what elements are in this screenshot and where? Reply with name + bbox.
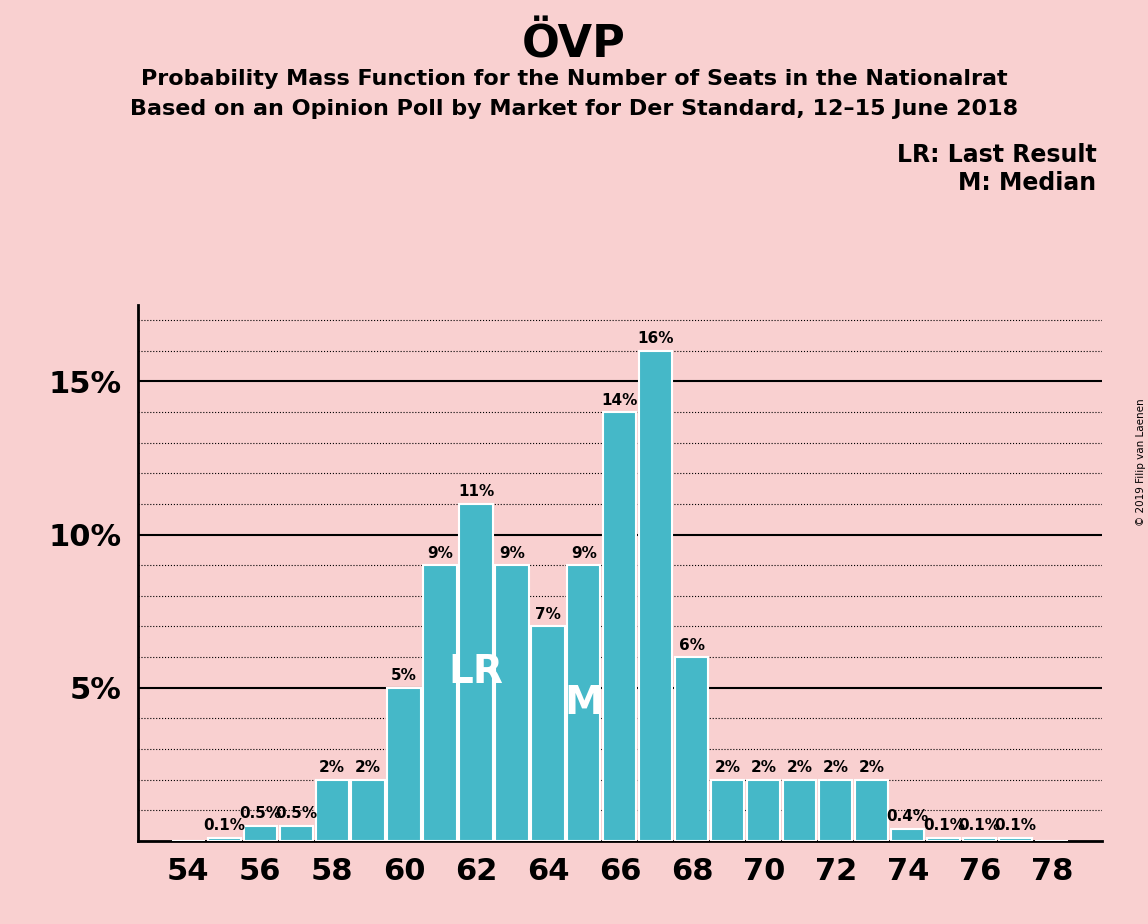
Bar [351, 780, 385, 841]
Text: 2%: 2% [319, 760, 346, 775]
Text: ÖVP: ÖVP [522, 23, 626, 67]
Text: 6%: 6% [678, 638, 705, 652]
Bar [243, 825, 277, 841]
Text: 0.1%: 0.1% [959, 818, 1001, 833]
Text: 0.5%: 0.5% [239, 806, 281, 821]
Bar [639, 351, 673, 841]
Bar [891, 829, 924, 841]
Bar [279, 825, 312, 841]
Text: 5%: 5% [391, 668, 417, 683]
Text: 11%: 11% [458, 484, 494, 499]
Text: 2%: 2% [859, 760, 885, 775]
Bar [496, 565, 528, 841]
Text: 0.1%: 0.1% [994, 818, 1037, 833]
Text: 0.4%: 0.4% [886, 809, 929, 824]
Text: 14%: 14% [602, 393, 638, 407]
Text: LR: Last Result: LR: Last Result [897, 143, 1096, 167]
Text: 2%: 2% [786, 760, 813, 775]
Text: 9%: 9% [499, 546, 525, 561]
Bar [855, 780, 889, 841]
Text: LR: LR [449, 653, 504, 691]
Text: Probability Mass Function for the Number of Seats in the Nationalrat: Probability Mass Function for the Number… [141, 69, 1007, 90]
Bar [316, 780, 349, 841]
Text: M: Median: M: Median [959, 171, 1096, 195]
Bar [820, 780, 852, 841]
Text: 9%: 9% [427, 546, 453, 561]
Bar [459, 504, 492, 841]
Bar [388, 687, 420, 841]
Text: © 2019 Filip van Laenen: © 2019 Filip van Laenen [1135, 398, 1146, 526]
Bar [963, 838, 996, 841]
Bar [675, 657, 708, 841]
Text: 0.1%: 0.1% [203, 818, 246, 833]
Text: 2%: 2% [715, 760, 740, 775]
Bar [604, 412, 636, 841]
Text: 9%: 9% [571, 546, 597, 561]
Text: 2%: 2% [751, 760, 777, 775]
Bar [928, 838, 961, 841]
Bar [532, 626, 565, 841]
Text: 0.1%: 0.1% [923, 818, 964, 833]
Bar [747, 780, 781, 841]
Bar [783, 780, 816, 841]
Bar [712, 780, 744, 841]
Text: 2%: 2% [355, 760, 381, 775]
Text: Based on an Opinion Poll by Market for Der Standard, 12–15 June 2018: Based on an Opinion Poll by Market for D… [130, 99, 1018, 119]
Text: 2%: 2% [823, 760, 848, 775]
Bar [424, 565, 457, 841]
Bar [999, 838, 1032, 841]
Bar [567, 565, 600, 841]
Text: 7%: 7% [535, 607, 561, 622]
Text: 16%: 16% [637, 332, 674, 346]
Text: 0.5%: 0.5% [276, 806, 317, 821]
Text: M: M [565, 684, 604, 722]
Bar [208, 838, 241, 841]
